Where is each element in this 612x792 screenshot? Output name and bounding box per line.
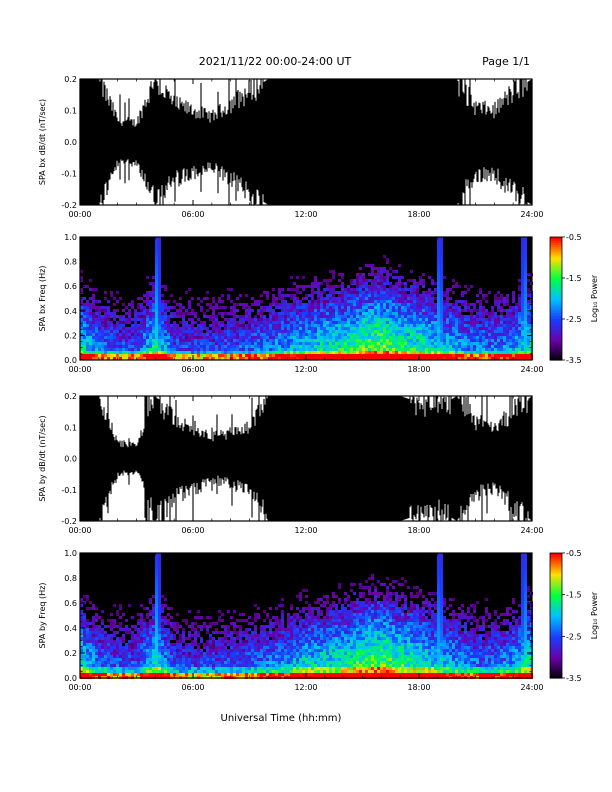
colorbar-tick-label: -1.5 xyxy=(566,274,582,283)
x-tick-label: 18:00 xyxy=(407,210,430,219)
y-tick-label: 0.6 xyxy=(64,599,77,608)
y-tick-label: 0.4 xyxy=(64,307,77,316)
panel-4: -0.5 -1.5 -2.5 -3.5 Log₁₀ Power 0.0 0.2 0.4 0.6 0… xyxy=(38,549,599,692)
y-axis-label: SPA by dB/dt (nT/sec) xyxy=(38,415,47,501)
y-axis-label: SPA bx Freq (Hz) xyxy=(38,266,47,332)
x-tick-label: 24:00 xyxy=(520,365,543,374)
y-tick-label: 0.0 xyxy=(64,356,77,365)
x-tick-label: 18:00 xyxy=(407,526,430,535)
y-tick-label: 0.0 xyxy=(64,138,77,147)
colorbar: -0.5 -1.5 -2.5 -3.5 Log₁₀ Power xyxy=(549,549,599,683)
y-tick-label: 0.4 xyxy=(64,624,77,633)
colorbar-tick-label: -3.5 xyxy=(566,356,582,365)
x-tick-label: 00:00 xyxy=(68,683,91,692)
panels: -0.2 -0.1 0.0 0.1 0.2 00:00 06:00 12:00 18:00 24:… xyxy=(38,75,599,692)
colorbar-tick-label: -0.5 xyxy=(566,233,582,242)
x-tick-label: 06:00 xyxy=(181,683,204,692)
x-axis-label: Universal Time (hh:mm) xyxy=(221,713,342,724)
y-tick-label: 0.8 xyxy=(64,258,77,267)
colorbar-label: Log₁₀ Power xyxy=(590,591,599,639)
colorbar: -0.5 -1.5 -2.5 -3.5 Log₁₀ Power xyxy=(549,233,599,365)
y-tick-label: 0.1 xyxy=(64,107,77,116)
y-tick-label: -0.1 xyxy=(61,486,77,495)
x-tick-label: 18:00 xyxy=(407,365,430,374)
colorbar-label: Log₁₀ Power xyxy=(590,274,599,322)
y-axis-label: SPA bx dB/dt (nT/sec) xyxy=(38,99,47,185)
y-axis-label: SPA by Freq (Hz) xyxy=(38,583,47,649)
y-tick-label: 0.6 xyxy=(64,282,77,291)
x-tick-label: 24:00 xyxy=(520,210,543,219)
y-tick-label: 0.2 xyxy=(64,331,77,340)
colorbar-tick-label: -0.5 xyxy=(566,549,582,558)
y-tick-label: 0.2 xyxy=(64,392,77,401)
panel-2: -0.5 -1.5 -2.5 -3.5 Log₁₀ Power 0.0 0.2 0.4 0.6 0… xyxy=(38,233,599,374)
x-tick-label: 00:00 xyxy=(68,526,91,535)
y-tick-label: 0.8 xyxy=(64,574,77,583)
x-tick-label: 12:00 xyxy=(294,526,317,535)
panel-1: -0.2 -0.1 0.0 0.1 0.2 00:00 06:00 12:00 18:00 24:… xyxy=(38,75,544,219)
x-tick-label: 12:00 xyxy=(294,210,317,219)
spectrogram-cells xyxy=(80,237,533,360)
y-tick-label: 1.0 xyxy=(64,233,77,242)
y-tick-label: 0.0 xyxy=(64,455,77,464)
x-tick-label: 00:00 xyxy=(68,210,91,219)
x-tick-label: 24:00 xyxy=(520,683,543,692)
y-tick-label: 0.2 xyxy=(64,649,77,658)
x-tick-label: 24:00 xyxy=(520,526,543,535)
x-tick-label: 12:00 xyxy=(294,683,317,692)
y-tick-label: 0.1 xyxy=(64,423,77,432)
y-tick-label: 1.0 xyxy=(64,549,77,558)
y-tick-label: 0.0 xyxy=(64,674,77,683)
y-tick-label: -0.2 xyxy=(61,517,77,526)
x-tick-label: 06:00 xyxy=(181,526,204,535)
y-tick-label: -0.1 xyxy=(61,170,77,179)
x-tick-label: 06:00 xyxy=(181,210,204,219)
x-tick-label: 00:00 xyxy=(68,365,91,374)
page-number: Page 1/1 xyxy=(482,55,530,68)
x-tick-label: 18:00 xyxy=(407,683,430,692)
y-tick-label: -0.2 xyxy=(61,201,77,210)
y-tick-label: 0.2 xyxy=(64,75,77,84)
x-tick-label: 12:00 xyxy=(294,365,317,374)
colorbar-tick-label: -1.5 xyxy=(566,591,582,600)
colorbar-tick-label: -2.5 xyxy=(566,632,582,641)
spectrogram-cells xyxy=(80,553,533,679)
x-tick-label: 06:00 xyxy=(181,365,204,374)
panel-3: -0.2 -0.1 0.0 0.1 0.2 00:00 06:00 12:00 18:00 24:… xyxy=(38,392,544,535)
figure-title: 2021/11/22 00:00-24:00 UT xyxy=(199,55,352,68)
colorbar-tick-label: -2.5 xyxy=(566,315,582,324)
colorbar-tick-label: -3.5 xyxy=(566,674,582,683)
